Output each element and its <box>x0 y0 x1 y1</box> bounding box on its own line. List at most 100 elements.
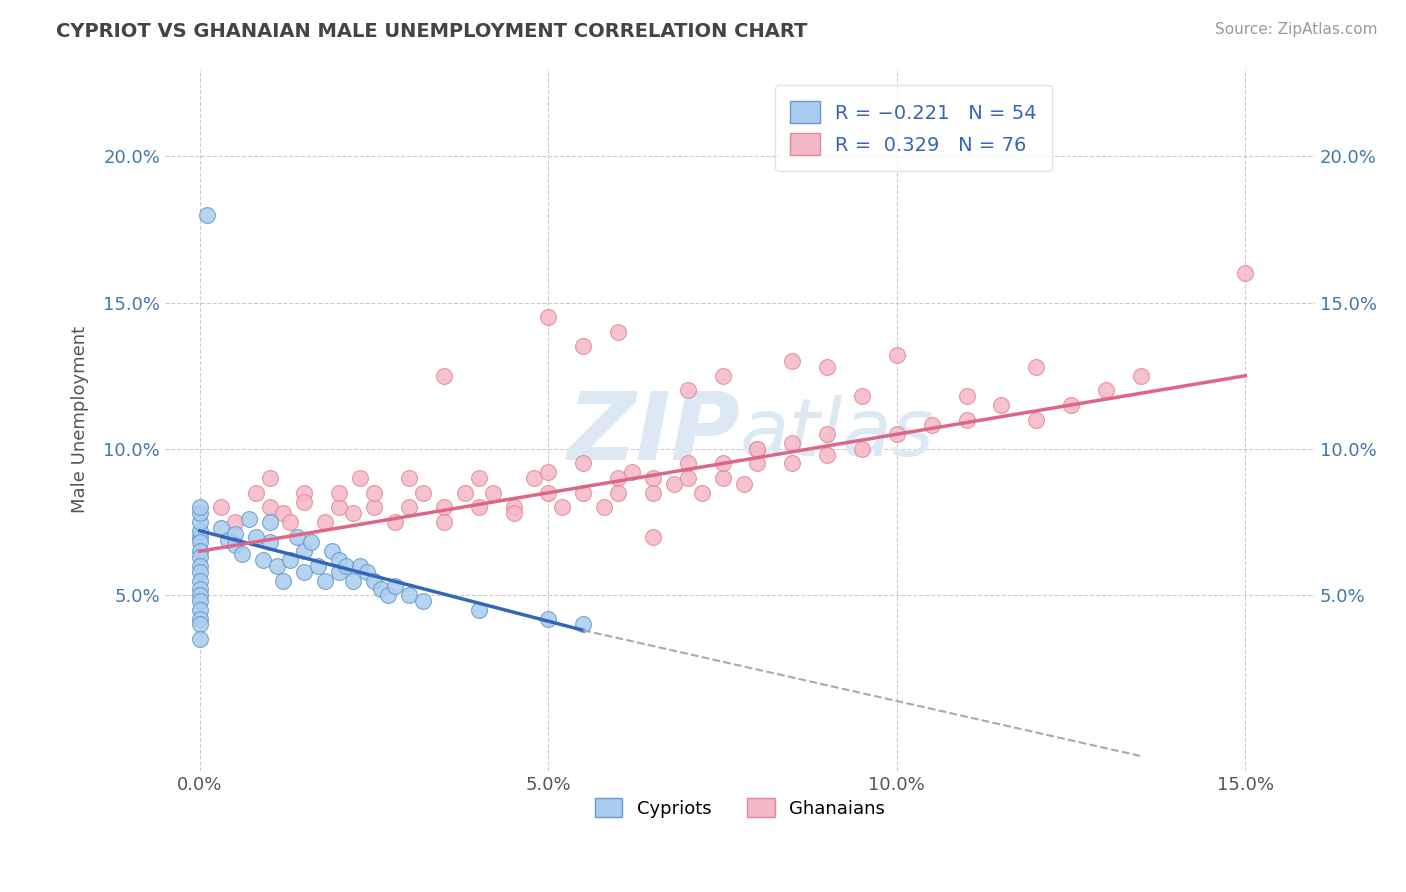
Point <box>292 494 315 508</box>
Point <box>188 506 211 520</box>
Point <box>328 485 350 500</box>
Point <box>188 558 211 573</box>
Point <box>266 558 288 573</box>
Legend: Cypriots, Ghanaians: Cypriots, Ghanaians <box>588 791 891 825</box>
Point <box>188 574 211 588</box>
Point <box>690 485 713 500</box>
Point <box>314 574 336 588</box>
Point <box>851 389 873 403</box>
Point <box>412 594 434 608</box>
Point <box>188 515 211 529</box>
Text: CYPRIOT VS GHANAIAN MALE UNEMPLOYMENT CORRELATION CHART: CYPRIOT VS GHANAIAN MALE UNEMPLOYMENT CO… <box>56 22 807 41</box>
Point <box>245 485 267 500</box>
Point <box>1095 384 1118 398</box>
Point <box>607 471 630 485</box>
Point <box>537 310 560 325</box>
Point <box>641 485 664 500</box>
Point <box>620 465 643 479</box>
Point <box>252 553 274 567</box>
Point <box>733 477 755 491</box>
Point <box>224 526 246 541</box>
Point <box>188 535 211 549</box>
Point <box>370 582 392 597</box>
Point <box>188 594 211 608</box>
Point <box>851 442 873 456</box>
Point <box>328 565 350 579</box>
Point <box>307 558 329 573</box>
Point <box>955 389 977 403</box>
Point <box>537 465 560 479</box>
Point <box>551 500 574 515</box>
Point <box>676 457 699 471</box>
Point <box>398 471 420 485</box>
Point <box>259 471 281 485</box>
Point <box>209 521 232 535</box>
Point <box>572 457 595 471</box>
Point <box>747 442 769 456</box>
Point <box>195 208 218 222</box>
Point <box>662 477 685 491</box>
Point <box>537 485 560 500</box>
Text: ZIP: ZIP <box>567 388 740 480</box>
Y-axis label: Male Unemployment: Male Unemployment <box>72 326 89 513</box>
Point <box>238 512 260 526</box>
Point <box>433 368 456 383</box>
Point <box>224 538 246 552</box>
Point <box>328 553 350 567</box>
Point <box>259 515 281 529</box>
Point <box>349 471 371 485</box>
Text: Source: ZipAtlas.com: Source: ZipAtlas.com <box>1215 22 1378 37</box>
Point <box>711 457 734 471</box>
Point <box>1060 398 1083 412</box>
Point <box>398 500 420 515</box>
Point <box>593 500 616 515</box>
Point <box>747 442 769 456</box>
Point <box>363 574 385 588</box>
Point <box>188 603 211 617</box>
Point <box>299 535 322 549</box>
Point <box>921 418 943 433</box>
Point <box>398 588 420 602</box>
Point <box>188 617 211 632</box>
Point <box>815 448 838 462</box>
Point <box>363 485 385 500</box>
Point <box>1025 359 1047 374</box>
Point <box>259 500 281 515</box>
Point <box>886 427 908 442</box>
Point <box>188 565 211 579</box>
Point <box>335 558 357 573</box>
Point <box>273 506 295 520</box>
Point <box>209 500 232 515</box>
Text: atlas: atlas <box>740 394 935 473</box>
Point <box>572 617 595 632</box>
Point <box>188 611 211 625</box>
Point <box>815 359 838 374</box>
Point <box>259 535 281 549</box>
Point <box>641 471 664 485</box>
Point <box>641 530 664 544</box>
Point <box>467 500 489 515</box>
Point <box>782 457 804 471</box>
Point <box>349 558 371 573</box>
Point <box>188 530 211 544</box>
Point <box>782 436 804 450</box>
Point <box>747 457 769 471</box>
Point <box>292 485 315 500</box>
Point <box>955 412 977 426</box>
Point <box>502 506 524 520</box>
Point <box>502 500 524 515</box>
Point <box>523 471 546 485</box>
Point <box>321 544 343 558</box>
Point <box>280 553 302 567</box>
Point <box>292 544 315 558</box>
Point <box>280 515 302 529</box>
Point <box>342 506 364 520</box>
Point <box>711 471 734 485</box>
Point <box>273 574 295 588</box>
Point <box>231 547 253 561</box>
Point <box>188 588 211 602</box>
Point <box>607 485 630 500</box>
Point <box>342 574 364 588</box>
Point <box>356 565 378 579</box>
Point <box>377 588 399 602</box>
